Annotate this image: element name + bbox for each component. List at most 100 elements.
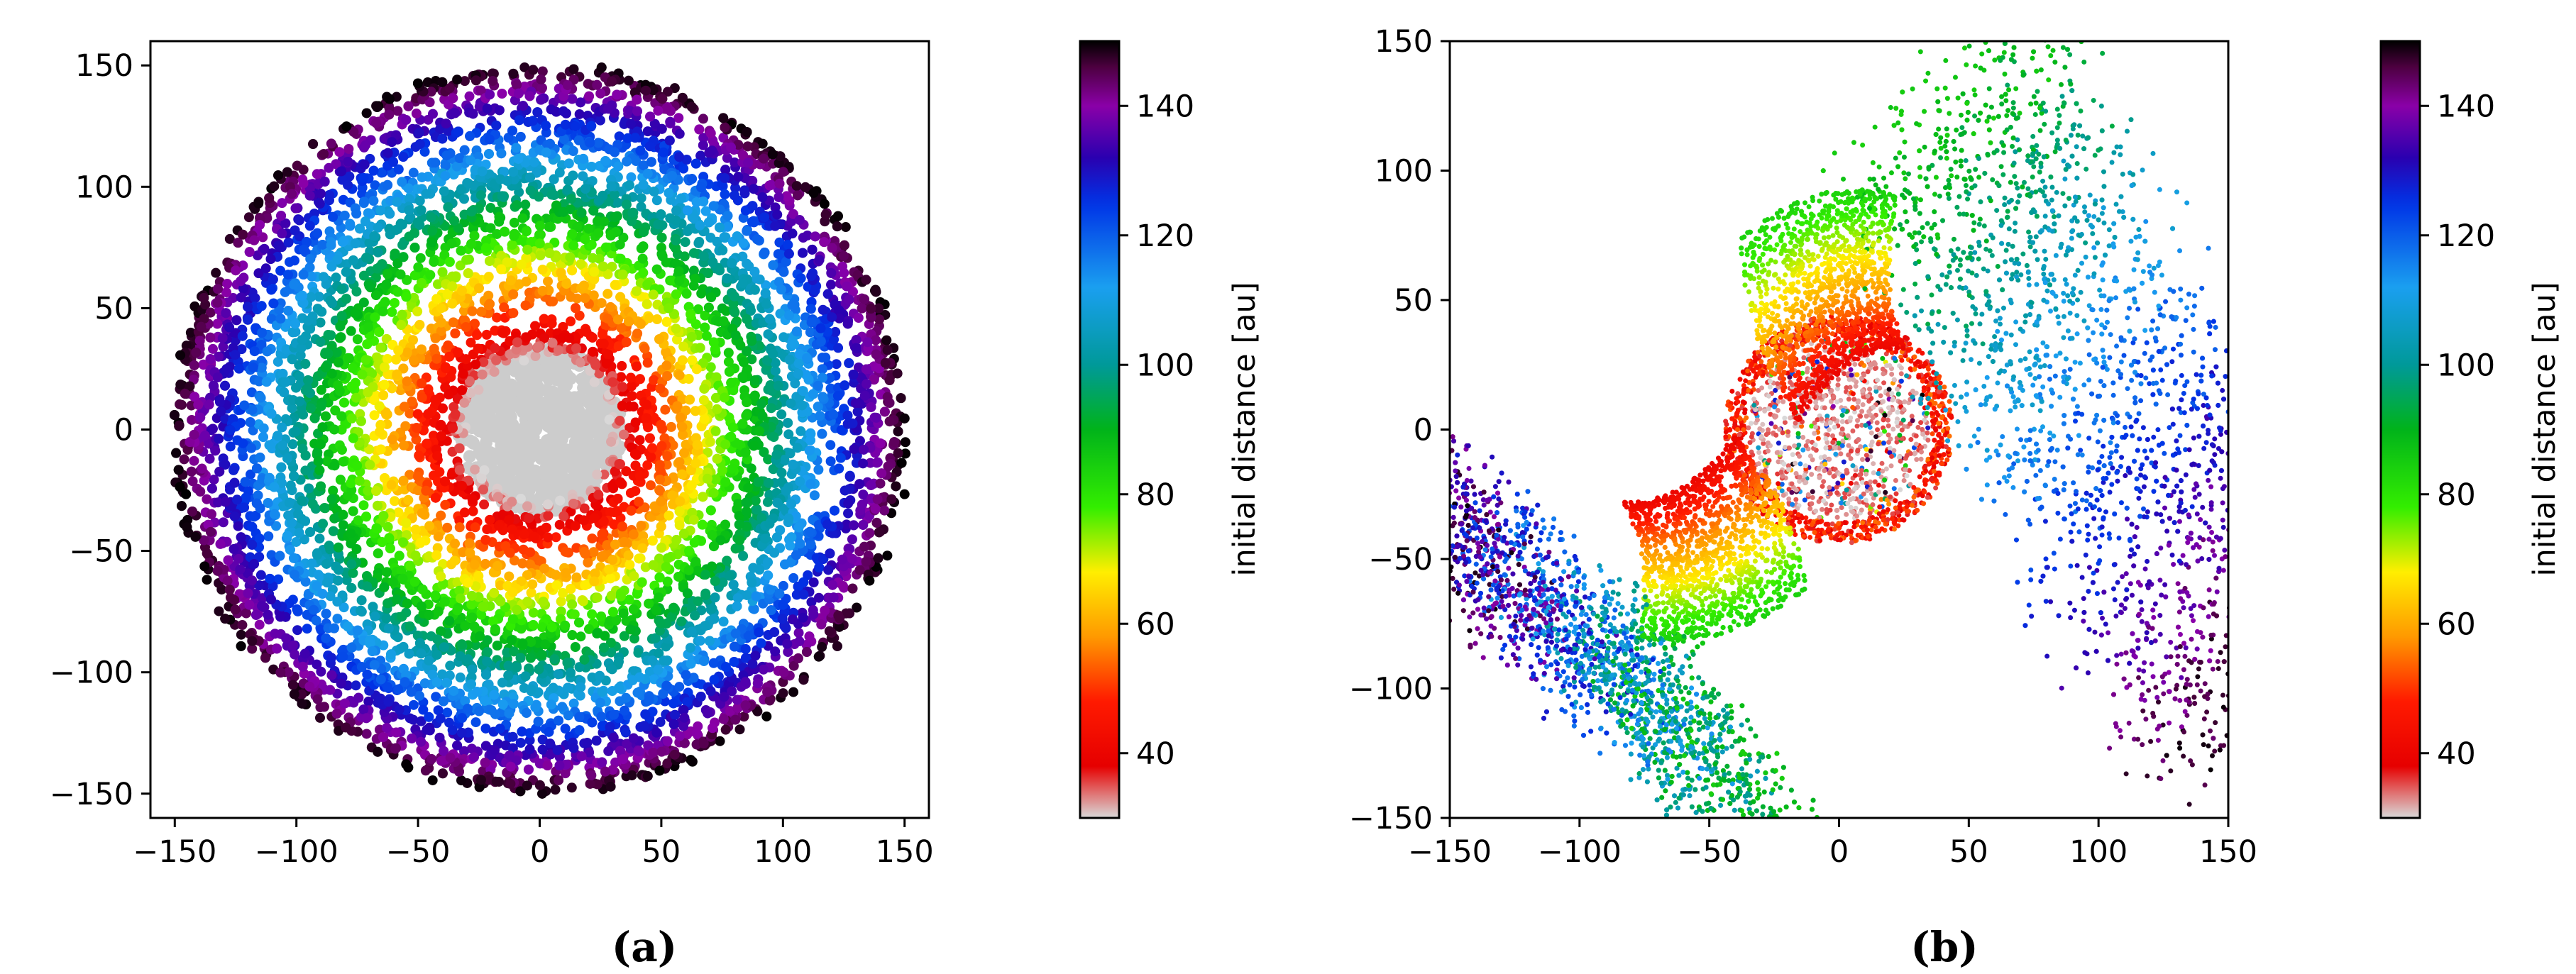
particle	[573, 391, 587, 404]
particle	[476, 408, 490, 421]
particle	[526, 587, 536, 598]
particle	[442, 522, 453, 533]
particle	[563, 417, 576, 431]
particle	[463, 450, 476, 463]
particle	[517, 406, 530, 419]
particle	[543, 276, 554, 287]
particle	[840, 222, 851, 233]
particle	[825, 440, 836, 450]
particle	[826, 280, 837, 290]
particle	[551, 429, 565, 443]
particle	[685, 643, 695, 653]
particle	[550, 785, 561, 795]
particle	[688, 248, 699, 258]
particle	[517, 421, 531, 434]
particle	[358, 297, 369, 308]
particle	[358, 500, 369, 511]
particle	[483, 451, 497, 465]
particle	[515, 131, 526, 142]
particle	[520, 394, 534, 408]
particle	[369, 410, 380, 421]
particle	[547, 448, 561, 461]
particle	[578, 409, 592, 423]
particle	[603, 746, 614, 756]
particle	[352, 334, 363, 345]
particle	[576, 438, 590, 451]
particle	[541, 467, 554, 481]
particle	[575, 372, 588, 386]
particle	[505, 431, 519, 444]
particle	[662, 736, 673, 746]
particle	[519, 480, 532, 494]
scatter-points-a	[169, 62, 910, 799]
particle	[858, 489, 869, 500]
particle	[290, 255, 300, 266]
particle	[528, 607, 539, 618]
particle	[319, 149, 329, 160]
particle	[480, 436, 493, 449]
particle	[212, 319, 223, 329]
particle	[673, 113, 684, 123]
particle	[512, 441, 526, 454]
particle	[470, 717, 481, 728]
particle	[387, 306, 397, 317]
particle	[522, 371, 535, 384]
particle	[776, 409, 787, 420]
particle	[571, 470, 584, 484]
particle	[361, 729, 372, 739]
particle	[356, 595, 367, 606]
particle	[504, 571, 514, 582]
particle	[537, 414, 551, 427]
particle	[530, 351, 541, 362]
particle	[292, 625, 303, 636]
particle	[456, 775, 466, 786]
particle	[623, 75, 634, 86]
particle	[525, 467, 539, 480]
particle	[556, 596, 566, 607]
particle	[255, 570, 266, 580]
particle	[552, 372, 566, 385]
particle	[541, 401, 555, 414]
particle	[573, 449, 587, 463]
particle	[818, 304, 828, 315]
particle	[666, 421, 676, 432]
particle	[360, 140, 371, 150]
particle	[501, 414, 514, 428]
particle	[417, 392, 427, 403]
particle	[285, 480, 296, 491]
particle	[764, 695, 775, 706]
particle	[590, 422, 604, 436]
particle	[853, 313, 864, 323]
particle	[606, 590, 617, 601]
particle	[307, 499, 318, 509]
particle	[389, 297, 400, 308]
particle	[552, 459, 566, 472]
particle	[179, 454, 189, 465]
particle	[254, 619, 265, 630]
particle	[497, 456, 510, 470]
particle	[466, 436, 480, 449]
particle	[595, 88, 606, 99]
particle	[314, 712, 325, 723]
particle	[549, 416, 563, 430]
particle	[229, 465, 239, 475]
particle	[499, 378, 512, 392]
particle	[346, 326, 356, 336]
particle	[809, 490, 820, 501]
particle	[211, 267, 221, 278]
particle	[554, 394, 567, 407]
particle	[500, 363, 514, 376]
particle	[390, 496, 400, 507]
particle	[539, 383, 553, 397]
particle	[464, 91, 475, 101]
particle	[534, 452, 548, 465]
particle	[189, 455, 199, 466]
particle	[588, 411, 601, 425]
particle	[523, 451, 536, 465]
particle	[614, 131, 624, 142]
particle	[576, 424, 590, 438]
panel-a: −150 −100 −50 0 50 100 150 −150−100−5005010015…	[50, 40, 934, 971]
particle	[530, 388, 544, 402]
particle	[478, 390, 492, 404]
